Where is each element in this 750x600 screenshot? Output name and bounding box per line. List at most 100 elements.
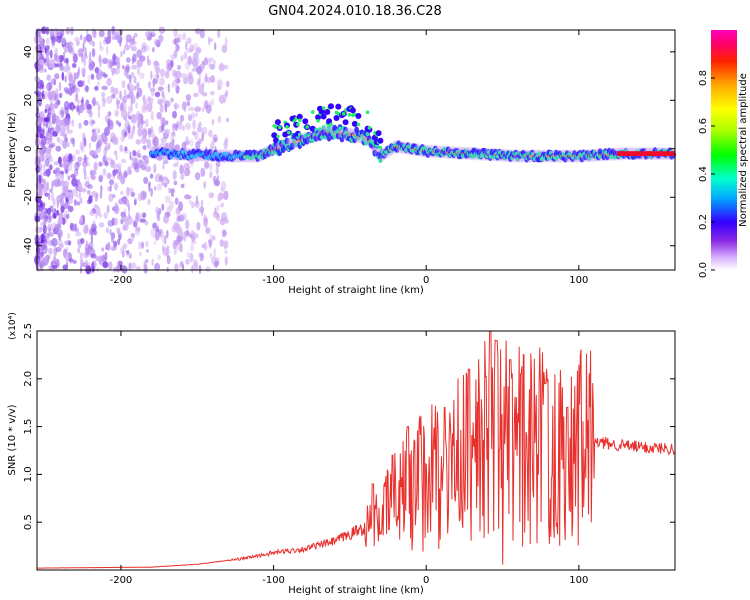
noise-blob	[99, 41, 102, 49]
noise-blob	[93, 204, 99, 209]
noise-blob	[224, 256, 228, 266]
noise-blob	[83, 225, 89, 235]
noise-blob	[188, 158, 195, 164]
colorbar-tick-label: 0.0	[698, 262, 709, 278]
noise-blob	[136, 49, 143, 58]
noise-blob	[44, 51, 51, 57]
noise-blob	[182, 213, 187, 221]
noise-blob	[204, 72, 208, 83]
noise-blob	[92, 220, 96, 227]
noise-blob	[93, 162, 98, 171]
ridge-upper-core	[285, 125, 289, 129]
noise-blob	[188, 71, 193, 79]
noise-blob	[123, 49, 126, 55]
noise-blob	[106, 241, 111, 251]
noise-blob	[152, 30, 155, 37]
noise-blob	[106, 204, 110, 214]
noise-blob	[45, 38, 50, 45]
noise-blob	[172, 79, 179, 88]
noise-blob	[77, 238, 80, 245]
ridge-upper-blob	[377, 137, 384, 144]
noise-blob	[137, 121, 141, 129]
noise-blob	[129, 40, 133, 49]
noise-blob	[87, 184, 93, 190]
noise-blob	[68, 153, 73, 162]
noise-blob	[208, 36, 211, 46]
noise-blob	[187, 55, 192, 66]
noise-blob	[95, 192, 99, 199]
noise-blob	[111, 135, 118, 145]
noise-blob	[91, 98, 95, 105]
noise-blob	[74, 170, 78, 176]
noise-blob	[107, 118, 111, 129]
noise-blob	[207, 239, 213, 244]
noise-blob	[41, 145, 47, 154]
noise-blob	[209, 171, 213, 179]
y-tick-label: -40	[23, 238, 34, 254]
noise-blob	[39, 147, 46, 156]
noise-blob	[128, 115, 132, 120]
noise-blob	[145, 240, 149, 248]
ridge-cyan	[537, 151, 542, 156]
noise-blob	[171, 131, 176, 137]
noise-blob	[173, 28, 178, 38]
noise-blob	[98, 161, 103, 167]
noise-blob	[130, 162, 135, 169]
noise-blob	[146, 36, 152, 41]
noise-blob	[179, 242, 183, 253]
noise-blob	[105, 45, 109, 56]
noise-blob	[41, 252, 45, 258]
noise-blob	[152, 136, 159, 147]
noise-blob	[161, 91, 165, 98]
noise-blob	[189, 44, 195, 52]
noise-blob	[183, 162, 190, 171]
noise-blob	[177, 64, 181, 71]
ridge-end-band	[617, 151, 675, 156]
noise-blob	[221, 233, 226, 238]
noise-blob	[135, 226, 141, 232]
noise-blob	[48, 137, 53, 148]
noise-blob	[65, 253, 69, 263]
noise-blob	[127, 166, 132, 175]
noise-blob	[147, 127, 152, 136]
noise-blob	[139, 218, 146, 223]
noise-blob	[166, 229, 169, 239]
noise-blob	[201, 106, 205, 113]
noise-blob	[67, 142, 70, 148]
ridge-upper-blob	[273, 137, 279, 144]
noise-blob	[56, 29, 61, 36]
noise-blob	[68, 74, 74, 83]
noise-blob	[109, 184, 112, 193]
noise-blob	[42, 244, 48, 255]
noise-blob	[192, 59, 199, 68]
noise-blob	[156, 183, 163, 191]
noise-blob	[152, 78, 159, 85]
y-tick-label: 0.5	[23, 514, 34, 530]
noise-blob	[90, 223, 97, 232]
noise-blob	[136, 81, 140, 92]
noise-blob	[77, 247, 81, 254]
noise-blob	[89, 210, 95, 217]
noise-blob	[37, 64, 44, 70]
noise-blob	[192, 52, 199, 61]
noise-blob	[91, 132, 97, 138]
noise-blob	[81, 67, 86, 75]
spectrogram-heatmap	[33, 25, 677, 275]
noise-blob	[226, 118, 229, 122]
colorbar-tick-label: 0.2	[698, 214, 709, 230]
ridge-upper-core	[292, 119, 297, 123]
noise-blob	[126, 94, 131, 99]
noise-blob	[185, 94, 192, 102]
ridge-upper-blob	[342, 119, 349, 126]
noise-blob	[98, 175, 103, 183]
noise-blob	[135, 139, 142, 145]
noise-blob	[127, 212, 131, 220]
ridge-upper-blob	[335, 103, 342, 110]
noise-blob	[205, 266, 211, 273]
noise-blob	[132, 125, 136, 135]
noise-blob	[71, 154, 76, 162]
ridge-upper-blob	[349, 107, 356, 114]
noise-blob	[189, 138, 194, 147]
noise-blob	[136, 153, 142, 159]
noise-blob	[144, 165, 152, 173]
